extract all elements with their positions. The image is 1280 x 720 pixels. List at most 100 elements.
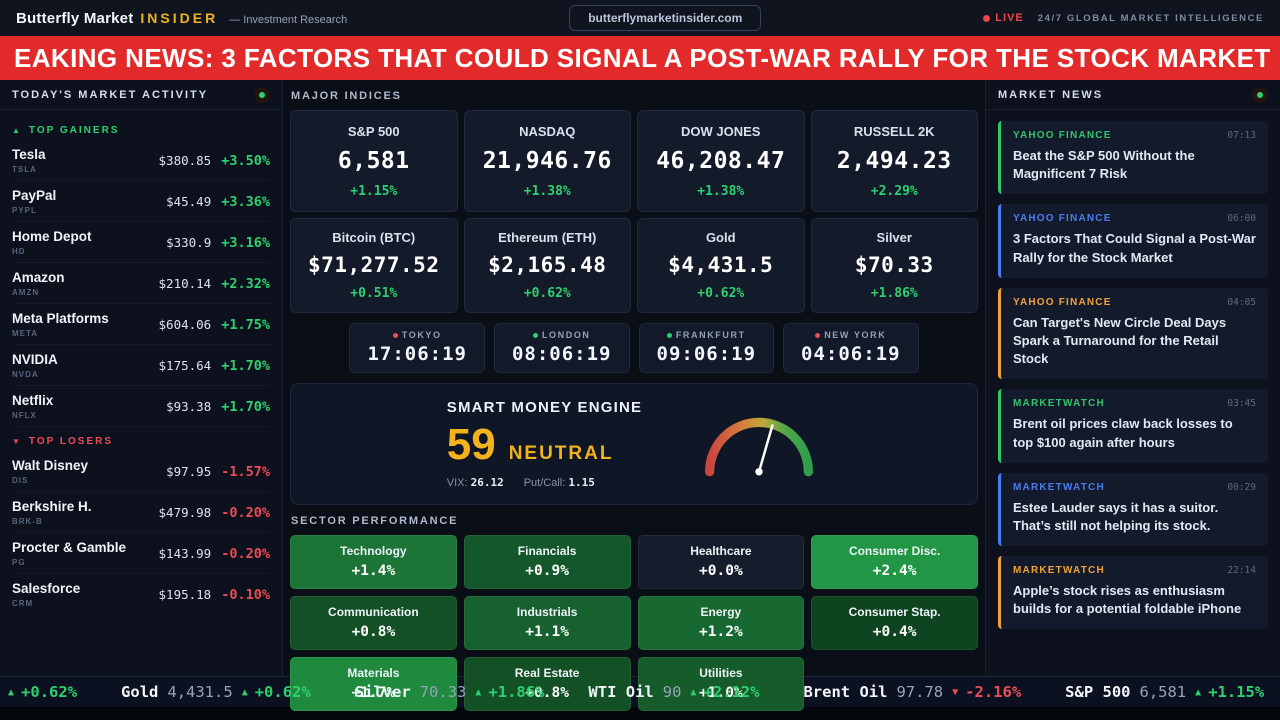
index-change: +1.38% — [523, 184, 571, 199]
stock-row[interactable]: NVIDIA NVDA $175.64 +1.70% — [12, 345, 270, 386]
sector-tile[interactable]: Financials +0.9% — [463, 535, 631, 589]
market-status-dot — [532, 332, 538, 338]
index-name: Gold — [705, 230, 736, 245]
news-source: MARKETWATCH — [1013, 398, 1105, 410]
down-triangle-icon: ▼ — [12, 437, 22, 446]
index-change: +0.51% — [350, 286, 398, 301]
market-activity-body: ▲ TOP GAINERS Tesla TSLA $380.85 +3.50% … — [0, 110, 282, 614]
news-item[interactable]: MARKETWATCH 03:45 Brent oil prices claw … — [998, 389, 1268, 463]
market-activity-title: TODAY'S MARKET ACTIVITY — [12, 88, 209, 101]
world-clocks: TOKYO 17:06:19 LONDON 08:06:19 FRANKFURT… — [290, 323, 978, 373]
stock-change: +1.75% — [221, 316, 270, 333]
brand-name: Butterfly Market — [16, 9, 134, 27]
live-label: LIVE — [995, 12, 1024, 24]
news-item[interactable]: YAHOO FINANCE 04:05 Can Target's New Cir… — [998, 287, 1268, 380]
live-dot-icon — [983, 14, 991, 22]
stock-row[interactable]: Berkshire H. BRK-B $479.98 -0.20% — [12, 492, 270, 533]
clock-city: NEW YORK — [824, 330, 887, 340]
stock-price: $380.85 — [158, 153, 212, 168]
stock-symbol: CRM — [12, 599, 34, 608]
stock-row[interactable]: Home Depot HD $330.9 +3.16% — [12, 222, 270, 263]
news-time: 00:29 — [1227, 481, 1256, 493]
stock-symbol: NVDA — [12, 370, 39, 379]
market-activity-panel: TODAY'S MARKET ACTIVITY ▲ TOP GAINERS Te… — [0, 80, 283, 676]
live-status: LIVE 24/7 GLOBAL MARKET INTELLIGENCE — [983, 12, 1264, 24]
index-change: +0.62% — [523, 286, 571, 301]
news-source: YAHOO FINANCE — [1013, 130, 1112, 141]
index-value: $2,165.48 — [488, 253, 607, 277]
stock-row[interactable]: Amazon AMZN $210.14 +2.32% — [12, 263, 270, 304]
ticker-value: 4,431.5 — [167, 683, 233, 701]
index-card: DOW JONES 46,208.47 +1.38% — [637, 110, 805, 212]
gauge-pivot — [755, 468, 763, 476]
news-time: 03:45 — [1227, 398, 1256, 410]
stock-row[interactable]: Salesforce CRM $195.18 -0.10% — [12, 574, 270, 614]
stock-symbol: PG — [12, 558, 26, 567]
ticker-name: WTI Oil — [588, 683, 654, 701]
sector-tile[interactable]: Communication +0.8% — [290, 596, 457, 650]
brand-accent: INSIDER — [140, 9, 219, 26]
clock-time: 17:06:19 — [367, 343, 467, 365]
ticker-item: ▲ +0.62% — [8, 683, 77, 701]
stock-price: $479.98 — [158, 505, 212, 520]
market-activity-header: TODAY'S MARKET ACTIVITY — [0, 80, 282, 110]
stock-price: $175.64 — [158, 358, 212, 373]
stock-symbol: AMZN — [12, 288, 40, 297]
market-news-title: MARKET NEWS — [998, 88, 1104, 101]
brand: Butterfly Market INSIDER — Investment Re… — [16, 10, 347, 27]
clock-frankfurt: FRANKFURT 09:06:19 — [638, 323, 775, 373]
sector-tile[interactable]: Real Estate +0.8% — [463, 657, 631, 711]
ticker-change: +1.15% — [1208, 683, 1265, 701]
sector-tile[interactable]: Consumer Disc. +2.4% — [811, 535, 978, 589]
sector-tile[interactable]: Healthcare +0.0% — [637, 535, 805, 589]
clock-time: 09:06:19 — [656, 343, 757, 365]
stock-row[interactable]: Netflix NFLX $93.38 +1.70% — [12, 386, 270, 427]
ticker-name: Brent Oil — [803, 683, 888, 701]
ticker-value: 97.78 — [896, 683, 944, 701]
stock-name: Walt Disney — [12, 458, 89, 473]
stock-symbol: PYPL — [12, 206, 37, 215]
news-item[interactable]: YAHOO FINANCE 06:00 3 Factors That Could… — [998, 204, 1268, 278]
stock-symbol: DIS — [12, 476, 29, 485]
stock-row[interactable]: PayPal PYPL $45.49 +3.36% — [12, 181, 270, 222]
clock-city: LONDON — [541, 330, 591, 340]
clock-new-york: NEW YORK 04:06:19 — [783, 323, 919, 373]
stock-row[interactable]: Meta Platforms META $604.06 +1.75% — [12, 304, 270, 345]
putcall-value: 1.15 — [568, 476, 595, 489]
clock-city: TOKYO — [401, 330, 442, 340]
sector-tile[interactable]: Industrials +1.1% — [463, 596, 631, 650]
domain-button[interactable]: butterflymarketinsider.com — [569, 5, 762, 31]
sentiment-stats: VIX: 26.12 Put/Call: 1.15 — [446, 476, 595, 489]
ticker-item: S&P 500 6,581 ▲ +1.15% — [1065, 683, 1264, 701]
stock-row[interactable]: Tesla TSLA $380.85 +3.50% — [12, 140, 270, 181]
ticker-arrow-icon: ▲ — [475, 686, 482, 698]
index-change: +0.62% — [697, 286, 745, 301]
gauge-arc — [705, 417, 814, 477]
sector-tile[interactable]: Technology +1.4% — [290, 535, 457, 589]
clock-tokyo: TOKYO 17:06:19 — [349, 323, 485, 373]
sector-tile[interactable]: Consumer Stap. +0.4% — [811, 596, 978, 650]
ticker-arrow-icon: ▼ — [952, 686, 959, 698]
index-card: Gold $4,431.5 +0.62% — [637, 218, 805, 313]
sector-tile[interactable]: Energy +1.2% — [637, 596, 805, 650]
news-headline: Apple’s stock rises as enthusiasm builds… — [1013, 583, 1242, 617]
stock-change: +1.70% — [221, 398, 270, 415]
ticker-name: Silver — [354, 683, 411, 701]
news-item[interactable]: YAHOO FINANCE 07:13 Beat the S&P 500 Wit… — [998, 121, 1268, 195]
sector-tile[interactable]: Materials +1.7% — [290, 657, 457, 711]
index-name: S&P 500 — [347, 124, 400, 139]
news-item[interactable]: MARKETWATCH 00:29 Estee Lauder says it h… — [998, 472, 1268, 547]
news-source: MARKETWATCH — [1013, 481, 1105, 493]
stock-change: +1.70% — [221, 357, 270, 374]
news-item[interactable]: MARKETWATCH 22:14 Apple’s stock rises as… — [998, 556, 1268, 630]
live-chip: LIVE — [983, 12, 1023, 24]
stock-change: +3.36% — [221, 193, 270, 210]
index-change: +1.38% — [697, 184, 745, 199]
stock-row[interactable]: Procter & Gamble PG $143.99 -0.20% — [12, 533, 270, 574]
index-card: Silver $70.33 +1.86% — [810, 218, 978, 313]
stock-symbol: HD — [12, 247, 26, 256]
stock-change: +2.32% — [221, 275, 270, 292]
stock-row[interactable]: Walt Disney DIS $97.95 -1.57% — [12, 451, 270, 492]
sector-tile[interactable]: Utilities +1.0% — [637, 657, 805, 711]
stock-change: +3.50% — [221, 152, 270, 169]
